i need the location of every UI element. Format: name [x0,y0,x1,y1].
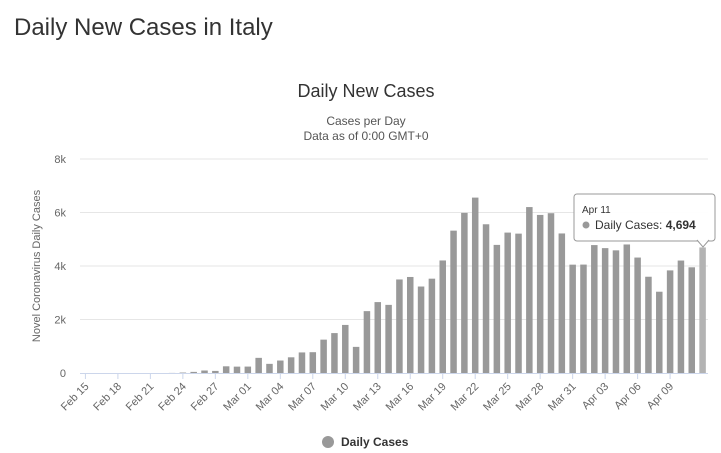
bar[interactable] [233,366,241,373]
bar[interactable] [666,270,674,373]
bar[interactable] [493,244,501,373]
x-tick-label: Mar 07 [286,381,319,414]
chart-title: Daily New Cases [297,81,434,101]
x-tick-label: Mar 01 [221,381,254,414]
tooltip-label: Daily Cases: [595,218,666,232]
bar[interactable] [688,267,696,373]
bar[interactable] [569,264,576,373]
bar[interactable] [309,352,317,373]
x-tick-label: Mar 10 [319,381,352,414]
x-tick-label: Apr 09 [645,381,676,412]
chart-subtitle-line-2: Data as of 0:00 GMT+0 [303,129,428,143]
x-tick-label: Mar 13 [351,381,384,414]
bar[interactable] [450,230,457,373]
x-tick-label: Feb 27 [189,381,222,414]
bar[interactable] [439,260,446,373]
x-tick-label: Feb 18 [91,381,124,414]
tooltip-box [573,193,716,242]
bar[interactable] [255,357,262,373]
tooltip-marker [582,221,590,229]
bar[interactable] [623,244,631,373]
y-tick-label: 4k [54,261,66,273]
bar[interactable] [461,212,468,373]
bar[interactable] [363,311,371,373]
chart-subtitle-line-1: Cases per Day [326,114,405,128]
x-tick-label: Mar 25 [481,381,514,414]
bar[interactable] [406,276,414,373]
x-tick-label: Mar 16 [384,381,417,414]
y-axis-ticks: 0 2k 4k 6k 8k [54,154,66,380]
bar[interactable] [656,291,663,373]
bar[interactable] [515,233,522,373]
bar[interactable] [547,213,555,373]
bar[interactable] [417,286,425,373]
bar[interactable] [244,366,252,373]
x-tick-label: Mar 28 [514,381,547,414]
tooltip-text: Daily Cases: 4,694 [595,218,696,232]
bar[interactable] [601,248,609,373]
bar[interactable] [342,324,349,373]
bar[interactable] [612,250,620,373]
tooltip: Apr 11 Daily Cases: 4,694 [573,193,716,248]
y-tick-label: 8k [54,154,66,166]
bar[interactable] [287,357,295,373]
y-axis-label: Novel Coronavirus Daily Cases [31,189,43,342]
bar[interactable] [645,276,652,373]
bar[interactable] [396,279,403,373]
x-tick-label: Mar 19 [416,381,449,414]
bar[interactable] [374,302,382,373]
x-tick-label: Apr 03 [580,381,611,412]
bar[interactable] [482,224,490,373]
bar[interactable] [331,333,338,373]
y-tick-label: 2k [54,315,66,327]
bar[interactable] [298,352,306,373]
x-tick-label: Mar 04 [254,381,287,414]
bar[interactable] [212,370,219,373]
bar[interactable] [201,370,208,373]
bar[interactable] [190,371,197,373]
bar[interactable] [266,363,273,373]
bar[interactable] [526,207,533,373]
x-tick-label: Mar 31 [546,381,579,414]
bars[interactable] [168,197,706,373]
bar[interactable] [277,360,284,373]
tooltip-pointer [696,239,710,248]
bar[interactable] [471,197,479,373]
legend-marker [322,436,334,448]
bar[interactable] [385,304,392,373]
bar[interactable] [591,245,598,373]
x-tick-label: Mar 22 [449,381,482,414]
legend[interactable]: Daily Cases [322,435,409,449]
bar[interactable] [558,233,566,373]
x-tick-label: Feb 21 [124,381,157,414]
tooltip-date: Apr 11 [582,205,611,216]
bar[interactable] [536,214,544,373]
bar[interactable] [320,339,327,373]
bar[interactable] [222,366,230,373]
x-tick-label: Feb 15 [59,381,92,414]
bar[interactable] [504,232,511,373]
bar[interactable] [352,346,360,373]
y-tick-label: 6k [54,208,66,220]
bar[interactable] [677,260,685,373]
bar[interactable] [634,257,641,373]
bar[interactable] [699,247,706,373]
y-tick-label: 0 [60,368,66,380]
bar[interactable] [428,278,436,373]
page-title: Daily New Cases in Italy [14,14,273,41]
x-tick-label: Apr 06 [612,381,643,412]
bar[interactable] [580,264,587,373]
x-axis-ticks: Feb 15 Feb 18 Feb 21 Feb 24 Feb 27 Mar 01 Mar … [59,373,676,413]
legend-label[interactable]: Daily Cases [341,435,409,449]
tooltip-value: 4,694 [666,218,696,232]
x-tick-label: Feb 24 [156,381,189,414]
